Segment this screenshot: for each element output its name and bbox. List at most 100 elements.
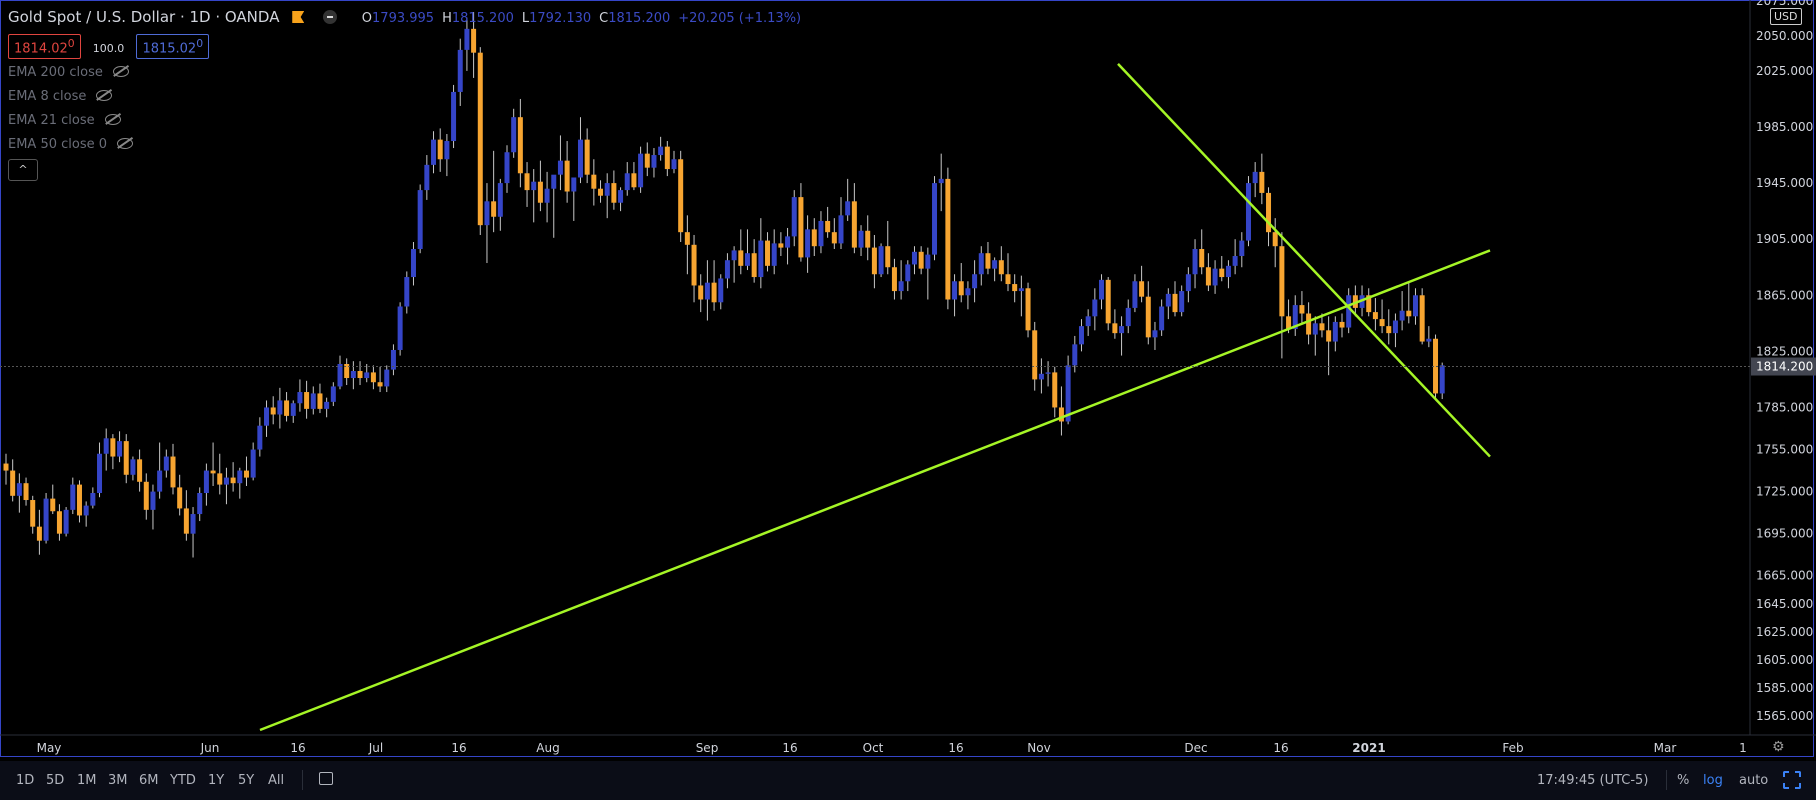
indicator-ema-21[interactable]: EMA 21 close [8, 113, 121, 128]
range-all[interactable]: All [268, 773, 285, 788]
candle-body [731, 250, 737, 261]
clock-time: 17:49:45 (UTC-5) [1537, 773, 1649, 788]
ohlc-key: L [521, 11, 530, 26]
calendar-icon[interactable] [319, 772, 333, 785]
candle-body [985, 253, 991, 269]
eye-hidden-icon[interactable] [104, 114, 121, 125]
candle-body [945, 178, 951, 300]
candle-body [1179, 291, 1185, 313]
last-price-label: 1814.200 [1756, 360, 1813, 374]
eye-hidden-icon[interactable] [117, 138, 134, 149]
candle-body [350, 371, 356, 379]
candle-body [564, 160, 570, 192]
sell-price-value: 1814.02 [14, 41, 68, 57]
collapse-indicators-button[interactable]: ^ [8, 159, 38, 181]
sell-price-button[interactable]: 1814.020 [8, 34, 81, 60]
candle-body [1412, 295, 1418, 317]
flag-icon[interactable] [292, 11, 305, 23]
candle-body [1052, 372, 1058, 408]
candle-body [778, 243, 784, 248]
candle-body [952, 281, 958, 300]
eye-hidden-icon[interactable] [112, 66, 129, 77]
candle-body [464, 28, 470, 50]
x-tick-label: 16 [290, 741, 305, 755]
range-1y[interactable]: 1Y [208, 773, 225, 788]
log-toggle[interactable]: log [1703, 773, 1723, 788]
candle-body [818, 220, 824, 247]
auto-toggle[interactable]: auto [1739, 773, 1769, 788]
gear-icon[interactable]: ⚙ [1772, 739, 1785, 755]
candle-body [531, 181, 537, 191]
candle-body [36, 526, 42, 541]
candle-body [718, 278, 724, 303]
candle-body [1332, 321, 1338, 342]
candle-body [604, 183, 610, 196]
buy-price-button[interactable]: 1815.020 [136, 34, 210, 60]
y-tick-label: 2050.000 [1756, 29, 1813, 43]
ohlc-value: 1792.130 [529, 11, 592, 26]
currency-badge[interactable]: USD [1770, 8, 1802, 25]
candle-body [551, 174, 557, 189]
fullscreen-icon[interactable] [1783, 771, 1801, 789]
x-tick-label: 16 [782, 741, 797, 755]
range-5d[interactable]: 5D [46, 773, 65, 788]
buy-price-value: 1815.02 [142, 41, 197, 57]
price-boxes: 1814.020 100.0 1815.020 [8, 34, 210, 60]
indicator-label: EMA 21 close [8, 113, 95, 128]
candle-body [257, 425, 263, 450]
candle-body [123, 441, 129, 475]
spread-value: 100.0 [92, 42, 125, 56]
candle-body [43, 498, 49, 541]
range-ytd[interactable]: YTD [170, 773, 196, 788]
candle-body [811, 229, 817, 247]
ohlc-key: O [361, 11, 373, 26]
candle-body [324, 401, 330, 409]
y-tick-label: 1565.000 [1756, 709, 1813, 723]
candle-body [203, 470, 209, 494]
ohlc-key: C [599, 11, 609, 26]
hide-legend-icon[interactable] [323, 10, 338, 24]
range-1d[interactable]: 1D [16, 773, 35, 788]
candle-body [1399, 310, 1405, 321]
candle-body [317, 393, 323, 409]
percent-toggle[interactable]: % [1677, 773, 1690, 788]
y-tick-label: 1725.000 [1756, 485, 1813, 499]
candle-body [491, 201, 497, 217]
candle-body [130, 459, 136, 475]
candle-body [217, 473, 223, 485]
price-chart[interactable]: 2075.000 2050.000 2025.000 1985.000 1945.000… [0, 0, 1816, 760]
candle-body [30, 500, 36, 527]
candle-body [1159, 306, 1165, 331]
candle-body [938, 178, 944, 184]
range-1m[interactable]: 1M [77, 773, 97, 788]
indicator-ema-8[interactable]: EMA 8 close [8, 89, 113, 104]
candle-body [1105, 279, 1111, 324]
candle-body [1145, 296, 1151, 338]
x-tick-label: Nov [1027, 741, 1050, 755]
range-3m[interactable]: 3M [108, 773, 128, 788]
x-tick-label: Sep [696, 741, 719, 755]
candle-body [230, 477, 236, 484]
indicator-ema-50[interactable]: EMA 50 close 0 [8, 137, 134, 152]
indicator-ema-200[interactable]: EMA 200 close [8, 65, 129, 80]
candle-body [250, 449, 256, 478]
ohlc-values: O1793.995 H1815.200 L1792.130 C1815.200 +20.… [362, 11, 809, 26]
candle-body [591, 174, 597, 189]
ohlc-value: 1793.995 [372, 11, 435, 26]
candle-body [584, 139, 590, 175]
y-tick-label: 1825.000 [1756, 344, 1813, 358]
eye-hidden-icon[interactable] [96, 90, 113, 101]
candle-body [845, 201, 851, 216]
x-tick-label: Jun [200, 741, 220, 755]
candle-body [117, 441, 123, 457]
candle-body [1392, 320, 1398, 334]
candle-body [678, 159, 684, 233]
candle-body [644, 153, 650, 168]
range-6m[interactable]: 6M [139, 773, 159, 788]
candle-body [277, 400, 283, 415]
y-tick-label: 1695.000 [1756, 527, 1813, 541]
candle-body [965, 288, 971, 296]
candle-body [517, 117, 523, 174]
range-5y[interactable]: 5Y [238, 773, 255, 788]
candle-body [1326, 330, 1332, 342]
